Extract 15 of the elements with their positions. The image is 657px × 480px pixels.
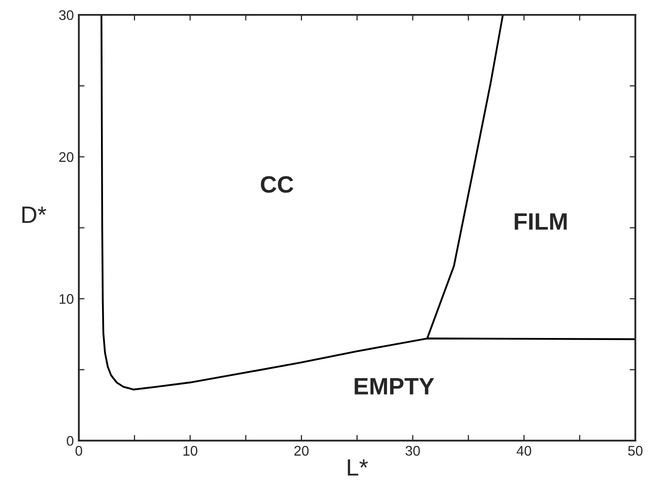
y-axis-title: D* xyxy=(22,206,46,223)
x-axis-title: L* xyxy=(348,459,368,476)
annotation: EMPTY xyxy=(354,378,434,394)
y-tick-label: 0 xyxy=(66,436,74,446)
x-tick-label: 20 xyxy=(294,446,309,456)
x-tick-label: 30 xyxy=(406,446,420,456)
y-tick-label: 30 xyxy=(59,10,74,20)
y-tick-label: 10 xyxy=(60,294,74,304)
y-tick-label: 20 xyxy=(59,152,74,162)
annotation: FILM xyxy=(514,213,567,230)
x-tick-label: 50 xyxy=(628,446,642,456)
x-tick-label: 10 xyxy=(183,446,198,456)
x-tick-label: 40 xyxy=(516,446,532,456)
annotation: CC xyxy=(260,176,294,193)
x-tick-label: 0 xyxy=(76,446,82,456)
